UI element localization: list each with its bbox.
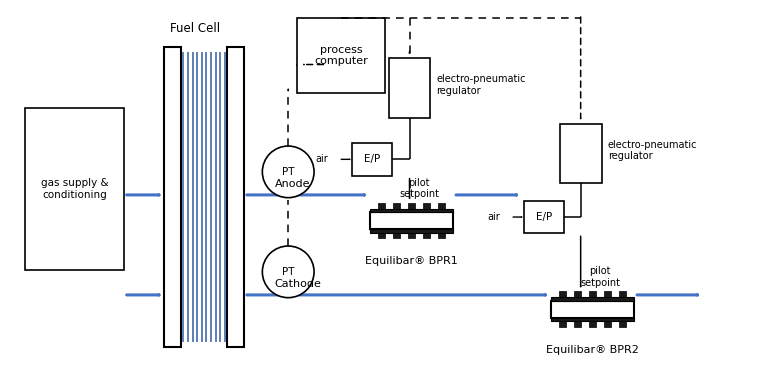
Bar [165,47,181,347]
Bar [370,229,453,233]
Ellipse shape [262,246,314,298]
Bar [423,233,430,239]
Text: pilot
setpoint: pilot setpoint [580,266,620,288]
Bar [25,108,124,270]
Bar [620,321,626,327]
Ellipse shape [262,146,314,198]
Text: air: air [315,154,328,164]
Bar [408,233,415,239]
Text: PT: PT [282,167,294,177]
Bar [559,291,565,297]
Bar [438,203,445,208]
Bar [551,297,634,301]
Text: electro-pneumatic
regulator: electro-pneumatic regulator [607,140,697,161]
Text: Fuel Cell: Fuel Cell [171,22,220,35]
Bar [408,203,415,208]
Bar [620,291,626,297]
Bar [393,233,400,239]
Text: Equilibar® BPR1: Equilibar® BPR1 [365,256,458,266]
Text: electro-pneumatic
regulator: electro-pneumatic regulator [437,74,526,96]
Bar [589,321,596,327]
Bar [524,201,565,234]
Text: process
computer: process computer [314,45,368,66]
Bar [352,143,392,176]
Text: Equilibar® BPR2: Equilibar® BPR2 [546,345,639,354]
Text: E/P: E/P [364,154,380,164]
Bar [378,203,385,208]
Bar [560,124,601,183]
Bar [604,321,611,327]
Text: pilot
setpoint: pilot setpoint [399,178,439,199]
Bar [370,208,453,212]
Bar [389,58,431,118]
Bar [378,233,385,239]
Text: air: air [487,212,500,222]
Bar [438,233,445,239]
Bar [551,318,634,321]
Bar [574,321,581,327]
Bar [393,203,400,208]
Text: gas supply &
conditioning: gas supply & conditioning [40,178,108,200]
Text: Anode: Anode [274,179,310,189]
Bar [423,203,430,208]
Bar [589,291,596,297]
Bar [370,212,453,229]
Text: Cathode: Cathode [274,279,322,289]
Text: E/P: E/P [536,212,552,222]
Bar [227,47,244,347]
Bar [551,301,634,318]
Bar [574,291,581,297]
Bar [604,291,611,297]
Bar [559,321,565,327]
Text: PT: PT [282,267,294,277]
Bar [297,18,385,93]
